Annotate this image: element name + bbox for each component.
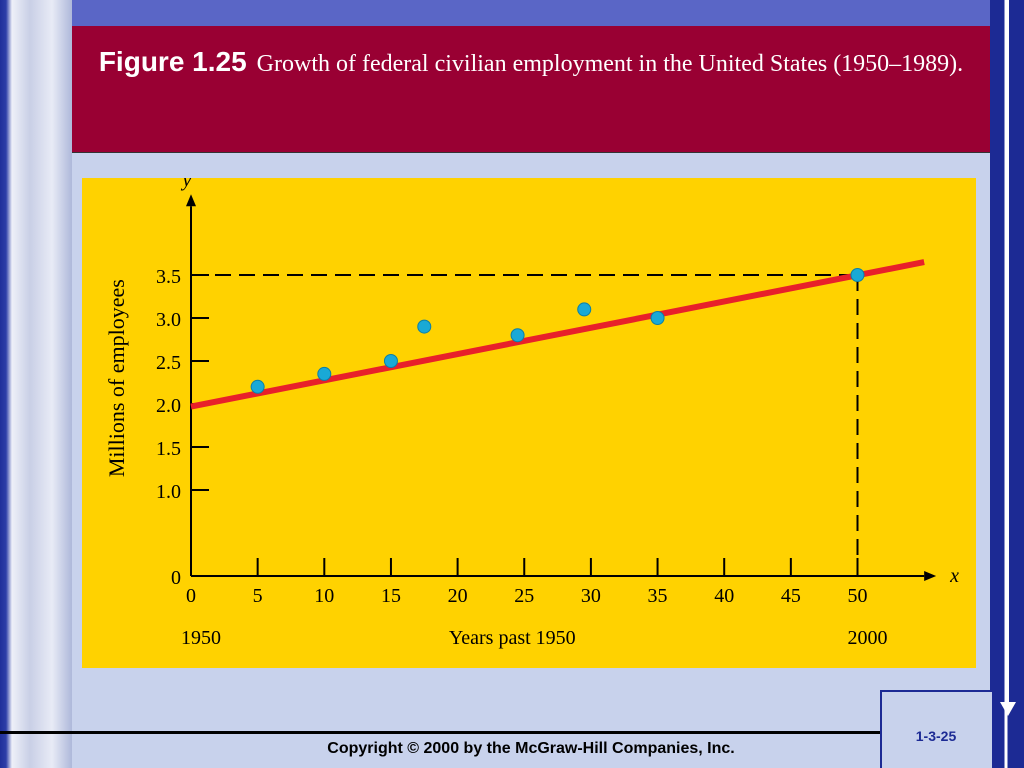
data-point (577, 302, 592, 317)
slide-title: Figure 1.25 Growth of federal civilian em… (72, 44, 990, 82)
x-tick-label: 10 (314, 585, 334, 607)
slide-number: 1-3-25 (915, 728, 957, 744)
y-tick-label: 3.5 (156, 266, 181, 288)
x-tick-label: 50 (848, 585, 868, 607)
y-tick-label: 1.0 (156, 481, 181, 503)
data-point (383, 354, 398, 368)
footer-rule (0, 731, 900, 734)
data-point (650, 311, 665, 325)
data-point (250, 379, 265, 394)
down-arrow-icon (1000, 702, 1016, 716)
x-tick-label: 5 (253, 585, 263, 607)
y-tick-label: 2.5 (156, 352, 181, 374)
x-tick-label: 30 (581, 585, 601, 607)
figure-label: Figure 1.25 (98, 46, 247, 77)
y-axis-arrow-icon (186, 194, 196, 207)
x-year-label: 2000 (848, 627, 888, 649)
y-tick-label: 3.0 (156, 309, 181, 331)
x-axis-label: Years past 1950 (449, 627, 576, 649)
x-tick-label: 40 (714, 585, 734, 607)
y-tick-label: 2.0 (156, 395, 181, 417)
x-tick-label: 35 (648, 585, 668, 607)
left-decorative-bar (0, 0, 72, 768)
slide-number-box: 1-3-25 (880, 690, 992, 768)
data-point (850, 268, 865, 282)
x-tick-label: 0 (186, 585, 196, 607)
down-arrow-line (1006, 0, 1009, 704)
data-point (317, 366, 332, 381)
scatter-chart: x y 0 1.0 1.5 2.0 2.5 3.0 3.5 0 5 10 15 20 25 30 35 40 45 5… (104, 178, 959, 649)
y-tick-label: 0 (171, 567, 181, 589)
x-tick-label: 25 (514, 585, 534, 607)
x-axis-name: x (949, 565, 959, 587)
data-point (417, 319, 432, 334)
y-tick-label: 1.5 (156, 438, 181, 460)
x-tick-label: 15 (381, 585, 401, 607)
trend-line (190, 259, 925, 410)
x-tick-label: 45 (781, 585, 801, 607)
copyright-notice: Copyright © 2000 by the McGraw-Hill Comp… (327, 740, 735, 757)
figure-caption: Growth of federal civilian employment in… (256, 51, 964, 77)
x-axis-arrow-icon (924, 571, 937, 581)
chart-panel: x y 0 1.0 1.5 2.0 2.5 3.0 3.5 0 5 10 15 20 25 30 35 40 45 5… (82, 178, 976, 668)
data-point (510, 328, 525, 343)
y-axis-label: Millions of employees (104, 279, 129, 477)
x-year-label: 1950 (181, 627, 221, 649)
y-axis-name: y (181, 178, 192, 191)
title-band: Figure 1.25 Growth of federal civilian em… (72, 26, 990, 153)
top-strip (72, 0, 992, 26)
x-tick-label: 20 (448, 585, 468, 607)
